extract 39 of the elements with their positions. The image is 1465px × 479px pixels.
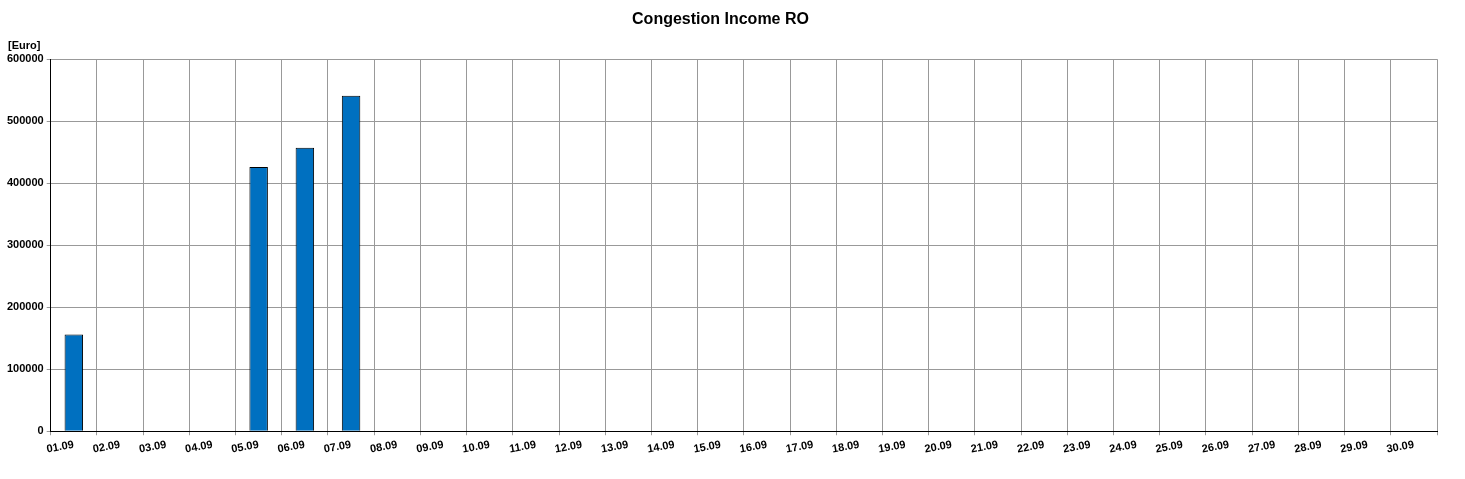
x-tick-label: 11.09 <box>508 437 537 455</box>
x-tick-label: 07.09 <box>322 437 352 455</box>
y-tick-label: 600000 <box>6 52 44 65</box>
y-tick-label: 0 <box>37 424 44 437</box>
x-tick-label: 15.09 <box>692 437 722 455</box>
x-tick-label: 21.09 <box>969 437 999 455</box>
x-tick-label: 14.09 <box>646 437 676 455</box>
x-tick-label: 27.09 <box>1246 437 1277 455</box>
x-tick-label: 25.09 <box>1154 437 1184 455</box>
y-axis-title: [Euro] <box>8 39 41 52</box>
x-tick-label: 17.09 <box>784 437 815 455</box>
x-tick-label: 28.09 <box>1293 437 1323 455</box>
x-tick-label: 24.09 <box>1108 437 1138 455</box>
x-tick-label: 05.09 <box>230 437 260 455</box>
y-tick-label: 100000 <box>6 362 44 375</box>
x-tick-label: 18.09 <box>831 437 861 455</box>
x-tick-label: 20.09 <box>923 437 953 455</box>
x-tick-label: 13.09 <box>600 437 630 455</box>
x-tick-label: 30.09 <box>1385 437 1415 455</box>
x-tick-label: 26.09 <box>1200 437 1230 455</box>
x-tick-label: 16.09 <box>738 437 768 455</box>
y-tick-label: 500000 <box>6 114 44 127</box>
x-tick-label: 04.09 <box>184 437 214 455</box>
x-tick-label: 10.09 <box>461 437 491 455</box>
x-tick-label: 08.09 <box>368 437 399 455</box>
x-tick-label: 06.09 <box>276 437 306 455</box>
x-tick-label: 03.09 <box>137 437 168 455</box>
x-tick-label: 22.09 <box>1015 437 1046 455</box>
x-tick-label: 02.09 <box>91 437 121 455</box>
y-tick-label: 200000 <box>6 300 44 313</box>
x-tick-label: 29.09 <box>1339 437 1369 455</box>
y-tick-label: 300000 <box>6 238 44 251</box>
x-tick-label: 19.09 <box>877 437 907 455</box>
x-tick-label: 23.09 <box>1062 437 1092 455</box>
x-tick-label: 12.09 <box>553 437 583 455</box>
chart-title: Congestion Income RO <box>632 10 809 28</box>
x-tick-label: 01.09 <box>45 437 75 455</box>
x-tick-label: 09.09 <box>415 437 445 455</box>
y-tick-label: 400000 <box>6 176 44 189</box>
